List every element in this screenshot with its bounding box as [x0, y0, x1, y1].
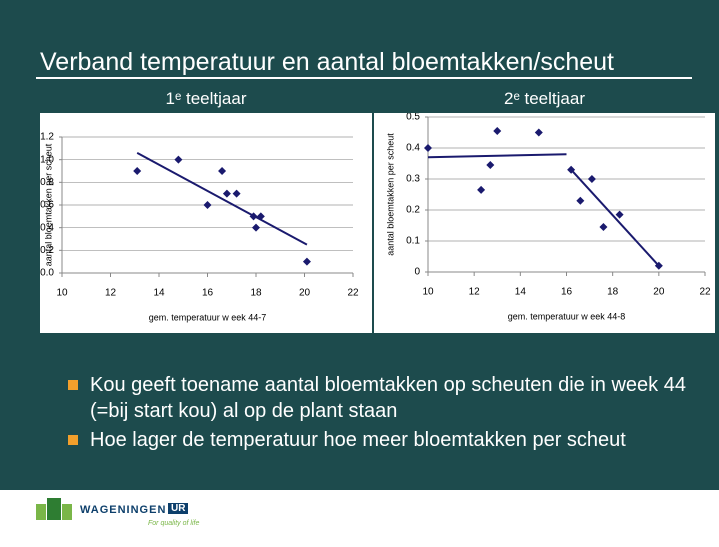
point	[218, 167, 227, 175]
x-tick-label: 18	[607, 287, 619, 298]
chart-title: 1ᵉ teeltjaar	[165, 89, 247, 108]
x-axis-label: gem. temperatuur w eek 44-7	[149, 312, 267, 322]
x-tick-label: 22	[347, 288, 359, 299]
logo-block	[36, 504, 46, 520]
point	[133, 167, 142, 175]
x-tick-label: 18	[250, 288, 262, 299]
point	[302, 257, 311, 266]
point	[256, 212, 265, 221]
point	[252, 223, 260, 232]
logo-tagline: For quality of life	[148, 520, 200, 527]
y-tick-label: 0.4	[40, 222, 54, 233]
x-tick-label: 16	[202, 288, 214, 299]
y-tick-label: 0.3	[406, 174, 420, 185]
point	[587, 175, 596, 183]
trendline	[427, 153, 567, 159]
y-tick-label: 1.0	[40, 154, 54, 165]
point	[493, 126, 502, 135]
logo-block	[62, 504, 72, 520]
bullet: Kou geeft toename aantal bloemtakken op …	[68, 372, 690, 424]
y-tick-label: 0.0	[40, 268, 54, 279]
point	[249, 212, 258, 221]
point	[615, 210, 624, 219]
y-tick-label: 0.2	[40, 245, 54, 256]
footer: WAGENINGEN UR For quality of life	[0, 490, 719, 547]
x-tick-label: 22	[699, 287, 711, 298]
x-tick-label: 12	[105, 288, 117, 299]
trendline	[570, 169, 660, 267]
logo-block	[47, 498, 61, 520]
y-tick-label: 0.2	[406, 205, 420, 216]
point	[486, 161, 495, 170]
logo-text: WAGENINGEN	[80, 504, 167, 516]
bullet-text: Hoe lager de temperatuur hoe meer bloemt…	[90, 429, 626, 451]
y-tick-label: 0.5	[406, 113, 420, 123]
y-tick-label: 0.1	[406, 236, 420, 247]
trendline	[136, 151, 308, 246]
x-tick-label: 10	[422, 287, 434, 298]
y-axis-label: aantal bloemtakken per scheut	[385, 133, 395, 256]
bullet: Hoe lager de temperatuur hoe meer bloemt…	[68, 427, 690, 453]
point	[567, 165, 576, 174]
y-tick-label: 0.4	[406, 143, 420, 154]
title-rule	[36, 77, 692, 79]
bullet-marker	[68, 380, 78, 390]
point	[203, 201, 212, 209]
y-tick-label: 0	[414, 267, 420, 278]
bullet-marker	[68, 435, 78, 445]
point	[222, 189, 231, 198]
y-axis-label: aantal bloemtakken per scheut	[43, 143, 53, 266]
slide-title: Verband temperatuur en aantal bloemtakke…	[40, 48, 614, 76]
chart: 0 0.1 0.2 0.3 0.4 0.5 10 12 14 16 18 20 22 gem. tempe…	[374, 113, 715, 333]
x-tick-label: 20	[299, 288, 311, 299]
x-tick-label: 20	[653, 287, 665, 298]
point	[534, 128, 543, 137]
y-tick-label: 1.2	[40, 132, 54, 143]
point	[477, 185, 486, 194]
chart-title: 2ᵉ teeltjaar	[504, 89, 585, 108]
point	[654, 261, 663, 270]
y-tick-label: 0.8	[40, 177, 54, 188]
x-tick-label: 14	[153, 288, 165, 299]
x-axis-label: gem. temperatuur w eek 44-8	[508, 311, 626, 321]
x-tick-label: 12	[469, 287, 481, 298]
point	[576, 196, 585, 205]
point	[232, 189, 241, 198]
point	[424, 144, 432, 152]
logo-mark: UR	[168, 503, 189, 514]
point	[174, 155, 183, 164]
point	[599, 223, 608, 232]
y-tick-label: 0.6	[40, 200, 54, 211]
x-tick-label: 14	[515, 287, 527, 298]
chart: 0.0 0.2 0.4 0.6 0.8 1.0 1.2 10 12 14 16 18 20 22 gem. …	[40, 113, 372, 333]
x-tick-label: 10	[56, 288, 68, 299]
x-tick-label: 16	[561, 287, 573, 298]
bullet-text: Kou geeft toename aantal bloemtakken op …	[90, 374, 686, 422]
